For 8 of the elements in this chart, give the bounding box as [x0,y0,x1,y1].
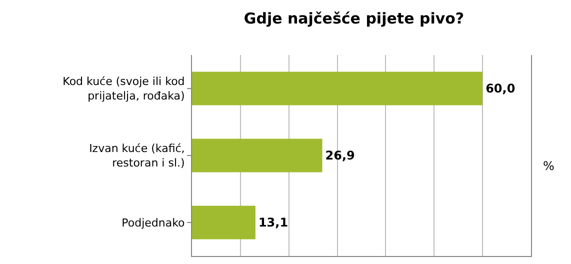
y-tick-label: Kod kuće (svoje ili kod prijatelja, rođaka) [62,75,185,102]
y-tick-label: Izvan kuće (kafić, restoran i sl.) [89,142,185,170]
data-label: 60,0 [486,82,516,96]
chart-title: Gdje najčešće pijete pivo? [244,10,464,28]
x-axis-title: % [543,159,554,173]
data-label: 26,9 [325,148,355,162]
data-label: 13,1 [258,216,288,230]
y-tick-label: Podjednako [122,216,186,230]
